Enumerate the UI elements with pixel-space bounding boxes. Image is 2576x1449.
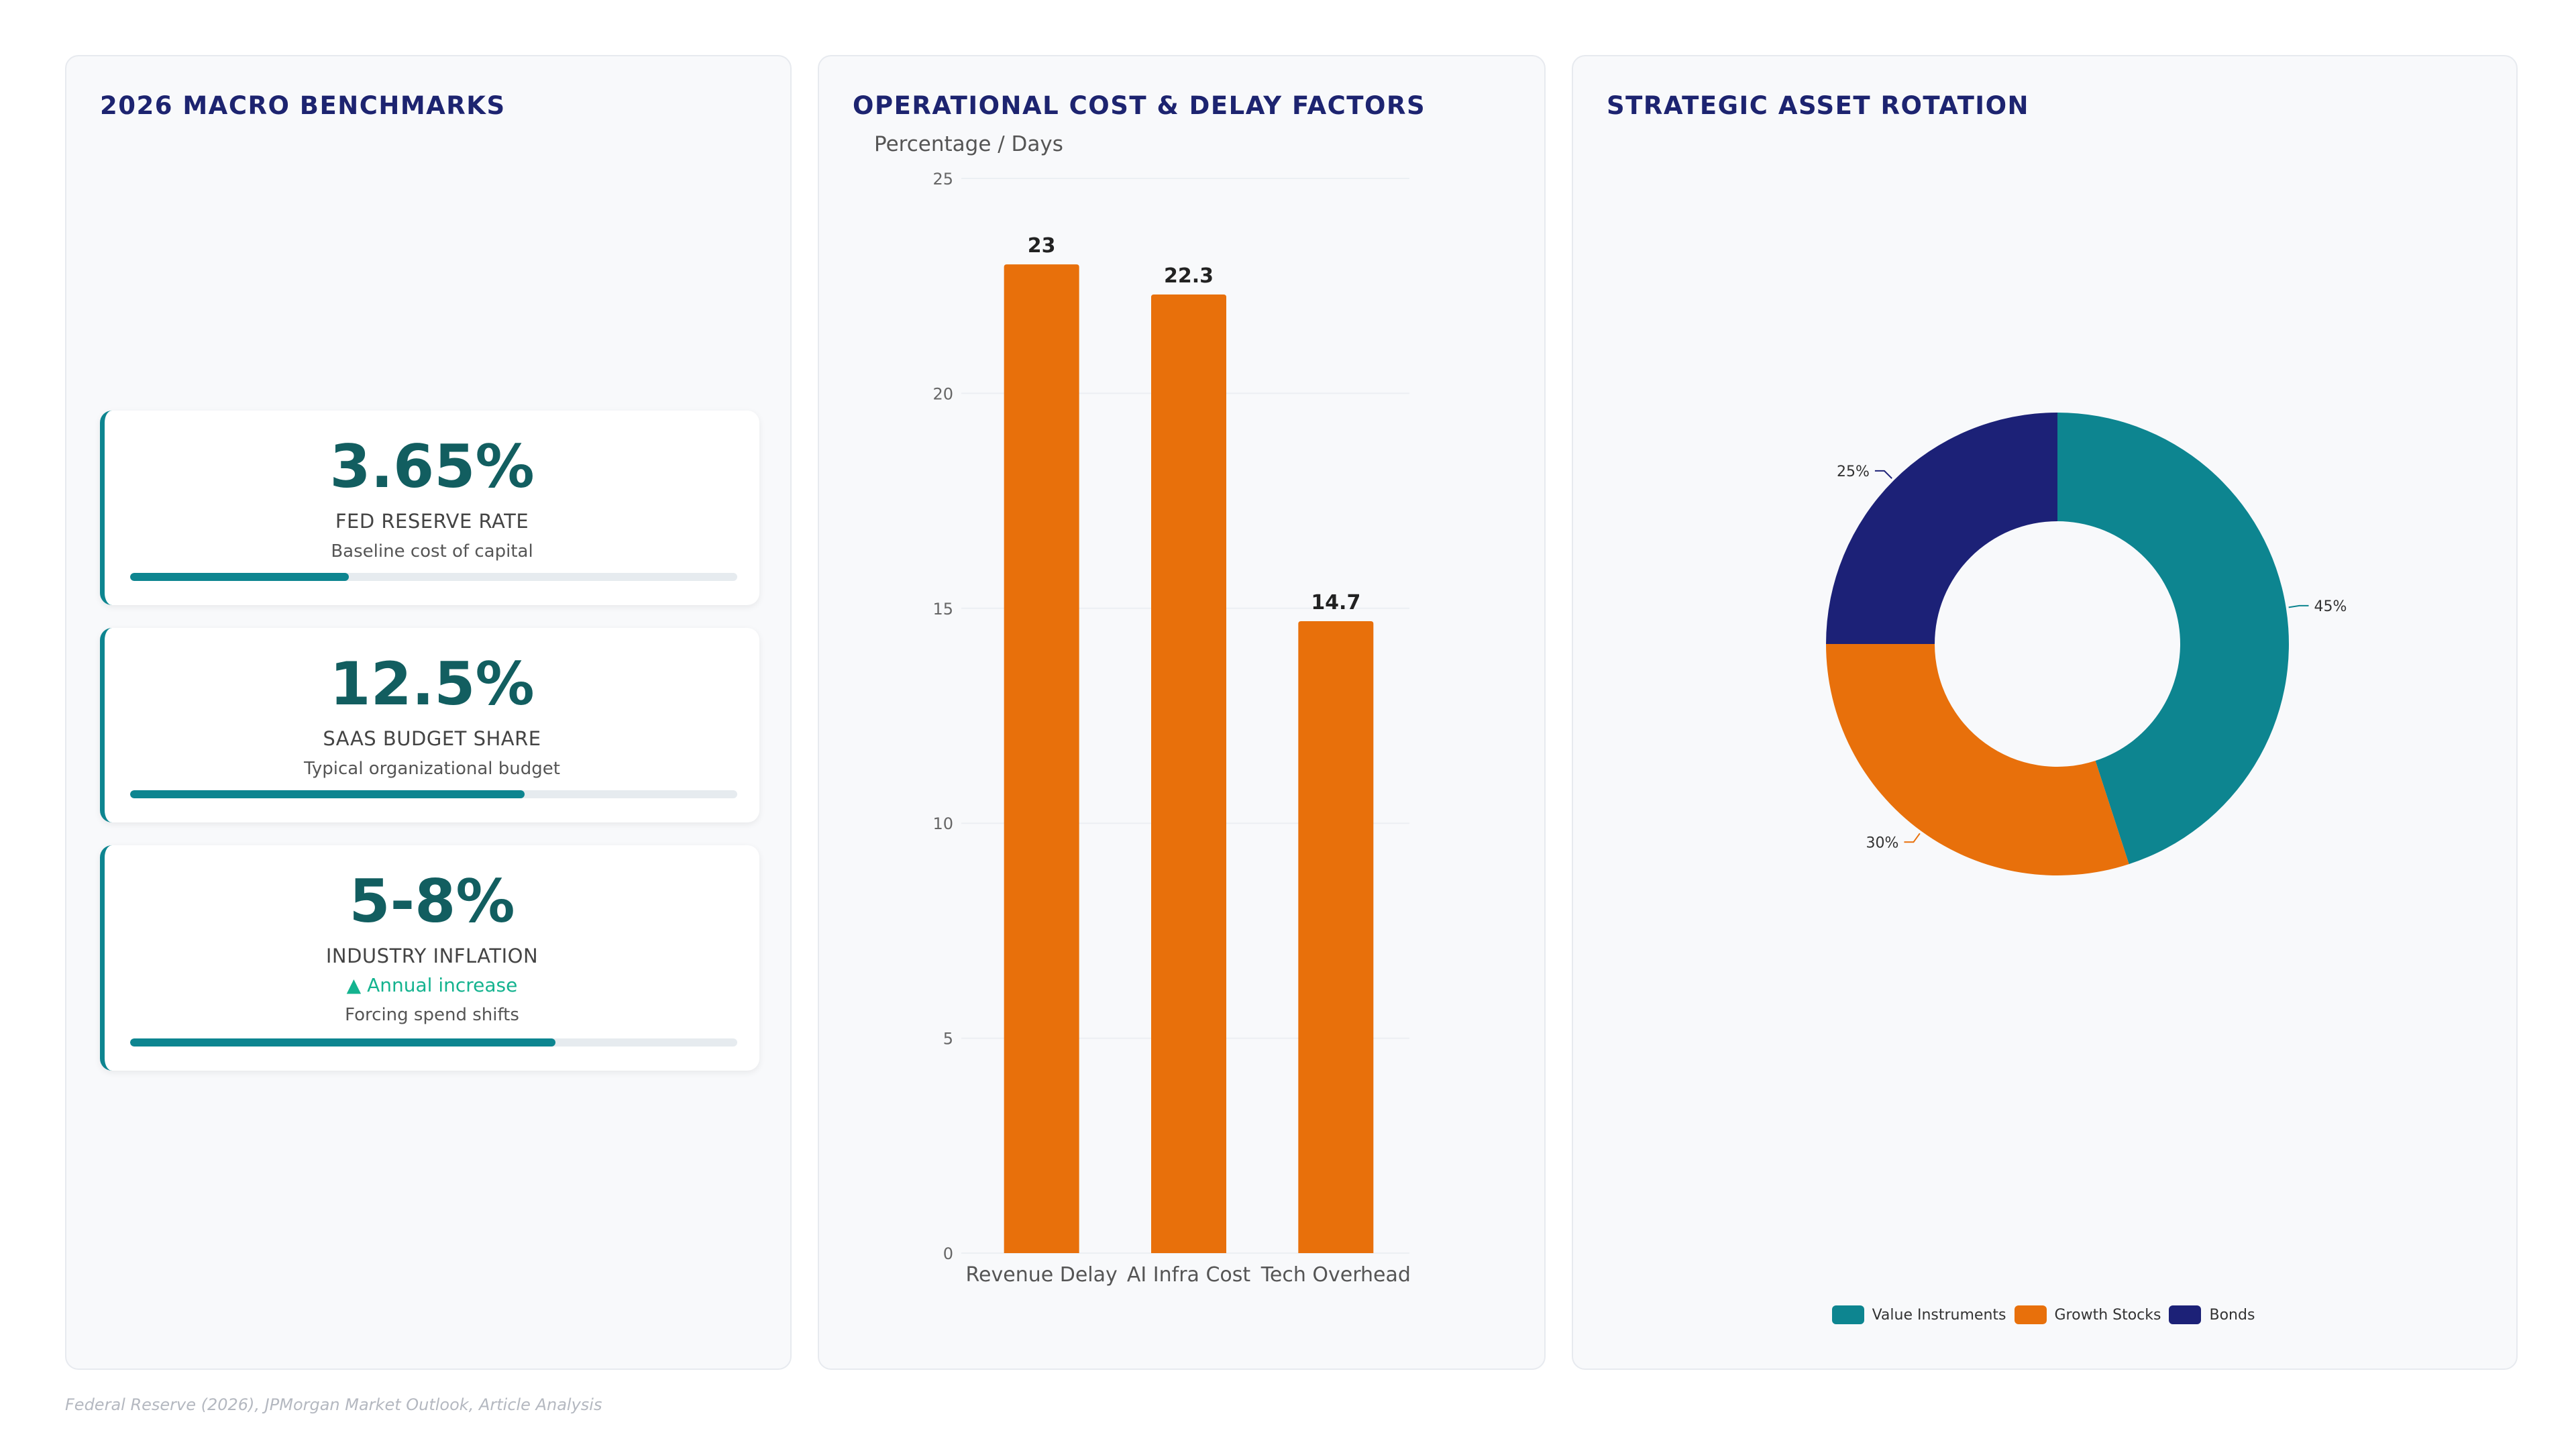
bar[interactable] — [1298, 621, 1374, 1253]
y-tick-label: 15 — [932, 600, 953, 619]
kpi-value: 3.65% — [329, 432, 535, 501]
legend-label: Value Instruments — [1872, 1306, 2006, 1324]
kpi-card-industry-inflation: 5-8% INDUSTRY INFLATION ▲ Annual increas… — [100, 845, 759, 1071]
bar[interactable] — [1151, 294, 1226, 1253]
source-footnote: Federal Reserve (2026), JPMorgan Market … — [65, 1395, 602, 1414]
bar-data-label: 14.7 — [1311, 591, 1360, 614]
kpi-progress-fill — [130, 1038, 555, 1046]
kpi-progress-fill — [130, 790, 525, 798]
cost-chart-panel: OPERATIONAL COST & DELAY FACTORS Percent… — [818, 55, 1546, 1370]
x-tick-label: AI Infra Cost — [1127, 1263, 1251, 1287]
donut-chart: 45% 30% 25% — [1826, 413, 2347, 876]
y-tick-label: 0 — [943, 1244, 953, 1263]
kpi-label: INDUSTRY INFLATION — [325, 945, 539, 967]
allocation-chart-title: STRATEGIC ASSET ROTATION — [1607, 91, 2029, 120]
bar[interactable] — [1004, 264, 1079, 1253]
kpi-value: 5-8% — [349, 867, 515, 936]
bar-data-label: 22.3 — [1164, 264, 1214, 288]
legend-item[interactable]: Bonds — [2169, 1305, 2255, 1324]
kpi-progress-fill — [130, 573, 349, 581]
legend-swatch — [2169, 1305, 2202, 1324]
kpi-label: SAAS BUDGET SHARE — [323, 727, 541, 750]
legend-swatch — [1831, 1305, 1864, 1324]
slice-leader-line — [2288, 604, 2309, 608]
kpi-progress-track — [130, 1038, 737, 1046]
legend-item[interactable]: Value Instruments — [1831, 1305, 2006, 1324]
benchmarks-title: 2026 MACRO BENCHMARKS — [100, 91, 506, 120]
bar-data-label: 23 — [1028, 234, 1056, 258]
slice-leader-line — [1874, 470, 1892, 479]
legend-swatch — [2014, 1305, 2047, 1324]
kpi-progress-track — [130, 790, 737, 798]
slice-leader-line — [1904, 833, 1921, 843]
kpi-subtitle: Typical organizational budget — [304, 759, 560, 779]
donut-slice[interactable] — [1826, 644, 2129, 876]
kpi-card-saas-budget: 12.5% SAAS BUDGET SHARE Typical organiza… — [100, 628, 759, 822]
chart-legend: Value Instruments Growth Stocks Bonds — [1573, 1305, 2516, 1324]
allocation-chart-panel: STRATEGIC ASSET ROTATION 45% 30% 25% Value… — [1572, 55, 2518, 1370]
slice-percent-label: 30% — [1866, 835, 1899, 851]
slice-percent-label: 45% — [2314, 598, 2347, 615]
kpi-trend-indicator: ▲ Annual increase — [346, 974, 518, 996]
y-axis-title: Percentage / Days — [874, 132, 1063, 156]
slice-percent-label: 25% — [1837, 464, 1870, 480]
donut-slice[interactable] — [2057, 413, 2290, 865]
kpi-progress-track — [130, 573, 737, 581]
y-tick-label: 25 — [932, 170, 953, 189]
kpi-subtitle: Baseline cost of capital — [331, 541, 533, 561]
legend-label: Growth Stocks — [2054, 1306, 2161, 1324]
legend-label: Bonds — [2209, 1306, 2255, 1324]
kpi-value: 12.5% — [329, 649, 535, 718]
kpi-card-fed-rate: 3.65% FED RESERVE RATE Baseline cost of … — [100, 411, 759, 605]
legend-item[interactable]: Growth Stocks — [2014, 1305, 2161, 1324]
x-tick-label: Revenue Delay — [966, 1263, 1118, 1287]
y-tick-label: 10 — [932, 814, 953, 833]
y-tick-label: 5 — [943, 1030, 953, 1049]
cost-chart-title: OPERATIONAL COST & DELAY FACTORS — [853, 91, 1426, 120]
bar-chart: 0 5 10 15 20 25 23 Revenue Delay 22.3 AI Infra Co… — [932, 170, 1411, 1287]
kpi-subtitle: Forcing spend shifts — [345, 1005, 519, 1025]
y-tick-label: 20 — [932, 384, 953, 403]
x-tick-label: Tech Overhead — [1260, 1263, 1411, 1287]
benchmarks-panel: 2026 MACRO BENCHMARKS 3.65% FED RESERVE … — [65, 55, 792, 1370]
donut-slice[interactable] — [1826, 413, 2057, 644]
kpi-label: FED RESERVE RATE — [335, 510, 529, 533]
